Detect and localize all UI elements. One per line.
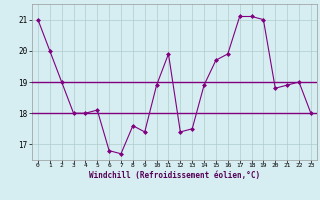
X-axis label: Windchill (Refroidissement éolien,°C): Windchill (Refroidissement éolien,°C) [89, 171, 260, 180]
